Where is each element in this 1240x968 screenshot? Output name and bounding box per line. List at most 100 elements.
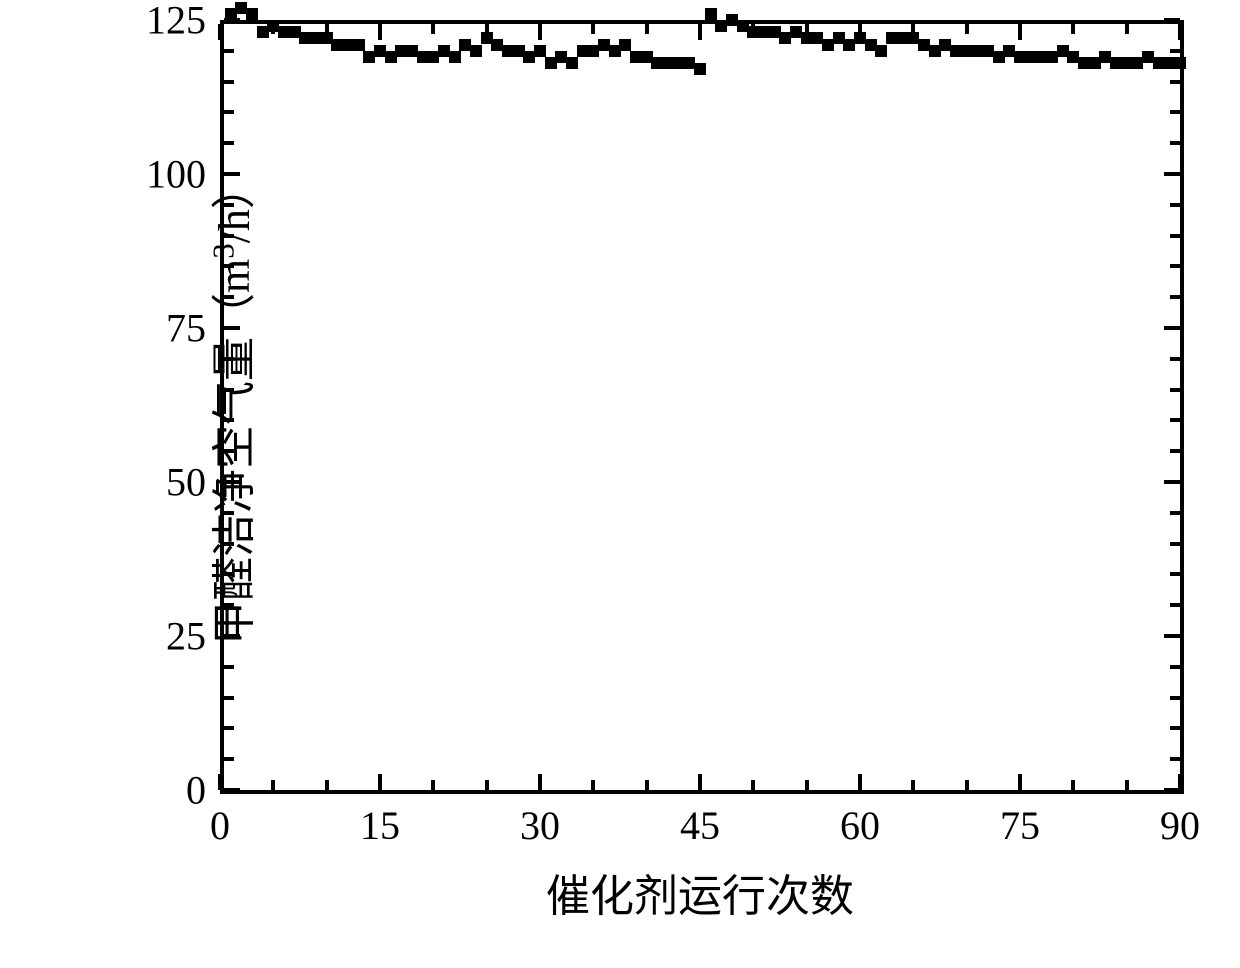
axis-line <box>220 20 1184 24</box>
x-minor-tick <box>911 780 915 790</box>
x-minor-tick <box>271 780 275 790</box>
y-minor-tick <box>1170 696 1180 700</box>
y-minor-tick <box>1170 757 1180 761</box>
y-minor-tick <box>224 110 234 114</box>
y-major-tick <box>1164 18 1180 22</box>
x-major-tick <box>1018 774 1022 790</box>
x-major-tick <box>698 774 702 790</box>
x-minor-tick <box>1071 780 1075 790</box>
x-minor-tick <box>965 24 969 34</box>
data-marker <box>705 8 717 20</box>
x-major-tick <box>538 24 542 40</box>
y-minor-tick <box>1170 511 1180 515</box>
y-minor-tick <box>224 449 234 453</box>
x-major-tick <box>538 774 542 790</box>
y-tick-label: 0 <box>186 767 206 814</box>
axis-line <box>220 790 1184 794</box>
axis-line <box>220 20 224 794</box>
y-minor-tick <box>224 357 234 361</box>
x-major-tick <box>858 774 862 790</box>
y-tick-label: 75 <box>166 305 206 352</box>
x-minor-tick <box>431 24 435 34</box>
axis-line <box>1180 20 1184 794</box>
x-major-tick <box>698 24 702 40</box>
y-minor-tick <box>1170 572 1180 576</box>
y-major-tick <box>224 634 240 638</box>
x-tick-label: 45 <box>680 802 720 849</box>
y-minor-tick <box>224 572 234 576</box>
x-minor-tick <box>431 780 435 790</box>
y-minor-tick <box>224 542 234 546</box>
y-minor-tick <box>1170 449 1180 453</box>
data-marker <box>694 63 706 75</box>
y-minor-tick <box>1170 388 1180 392</box>
x-minor-tick <box>1071 24 1075 34</box>
data-marker <box>449 51 461 63</box>
data-marker <box>534 45 546 57</box>
x-major-tick <box>1018 24 1022 40</box>
x-minor-tick <box>1125 24 1129 34</box>
y-minor-tick <box>1170 110 1180 114</box>
chart-figure: 催化剂运行次数 甲醛洁净空气量（m3/h） 015304560759002550… <box>0 0 1240 968</box>
x-tick-label: 75 <box>1000 802 1040 849</box>
y-minor-tick <box>224 511 234 515</box>
y-minor-tick <box>1170 603 1180 607</box>
y-minor-tick <box>1170 295 1180 299</box>
data-marker <box>566 57 578 69</box>
y-minor-tick <box>224 80 234 84</box>
x-minor-tick <box>485 780 489 790</box>
y-tick-label: 100 <box>146 151 206 198</box>
data-marker <box>353 39 365 51</box>
y-major-tick <box>224 480 240 484</box>
y-major-tick <box>1164 634 1180 638</box>
x-minor-tick <box>1125 780 1129 790</box>
y-minor-tick <box>1170 418 1180 422</box>
y-minor-tick <box>1170 542 1180 546</box>
y-minor-tick <box>224 295 234 299</box>
y-minor-tick <box>224 234 234 238</box>
x-major-tick <box>378 774 382 790</box>
x-minor-tick <box>965 780 969 790</box>
y-axis-label-main: 甲醛洁净空气量 <box>210 337 259 645</box>
x-minor-tick <box>645 780 649 790</box>
y-major-tick <box>1164 788 1180 792</box>
x-minor-tick <box>645 24 649 34</box>
plot-area <box>220 20 1180 790</box>
data-marker <box>246 8 258 20</box>
y-major-tick <box>1164 326 1180 330</box>
x-major-tick <box>218 24 222 40</box>
y-minor-tick <box>224 49 234 53</box>
y-major-tick <box>224 788 240 792</box>
y-minor-tick <box>1170 665 1180 669</box>
x-tick-label: 60 <box>840 802 880 849</box>
y-minor-tick <box>1170 80 1180 84</box>
y-minor-tick <box>1170 726 1180 730</box>
y-tick-label: 50 <box>166 459 206 506</box>
data-marker <box>619 39 631 51</box>
y-major-tick <box>1164 480 1180 484</box>
data-marker <box>875 45 887 57</box>
y-minor-tick <box>224 141 234 145</box>
y-tick-label: 25 <box>166 613 206 660</box>
x-major-tick <box>378 24 382 40</box>
y-major-tick <box>224 326 240 330</box>
x-minor-tick <box>591 780 595 790</box>
y-minor-tick <box>1170 264 1180 268</box>
x-tick-label: 15 <box>360 802 400 849</box>
x-minor-tick <box>325 780 329 790</box>
x-major-tick <box>218 774 222 790</box>
x-tick-label: 90 <box>1160 802 1200 849</box>
y-minor-tick <box>224 726 234 730</box>
x-tick-label: 30 <box>520 802 560 849</box>
y-axis-label-unit: （m3/h） <box>210 165 259 337</box>
x-major-tick <box>1178 24 1182 40</box>
data-marker <box>470 45 482 57</box>
y-minor-tick <box>224 203 234 207</box>
y-minor-tick <box>1170 234 1180 238</box>
y-minor-tick <box>224 665 234 669</box>
y-minor-tick <box>1170 141 1180 145</box>
y-tick-label: 125 <box>146 0 206 44</box>
y-minor-tick <box>224 603 234 607</box>
y-major-tick <box>224 172 240 176</box>
x-tick-label: 0 <box>210 802 230 849</box>
